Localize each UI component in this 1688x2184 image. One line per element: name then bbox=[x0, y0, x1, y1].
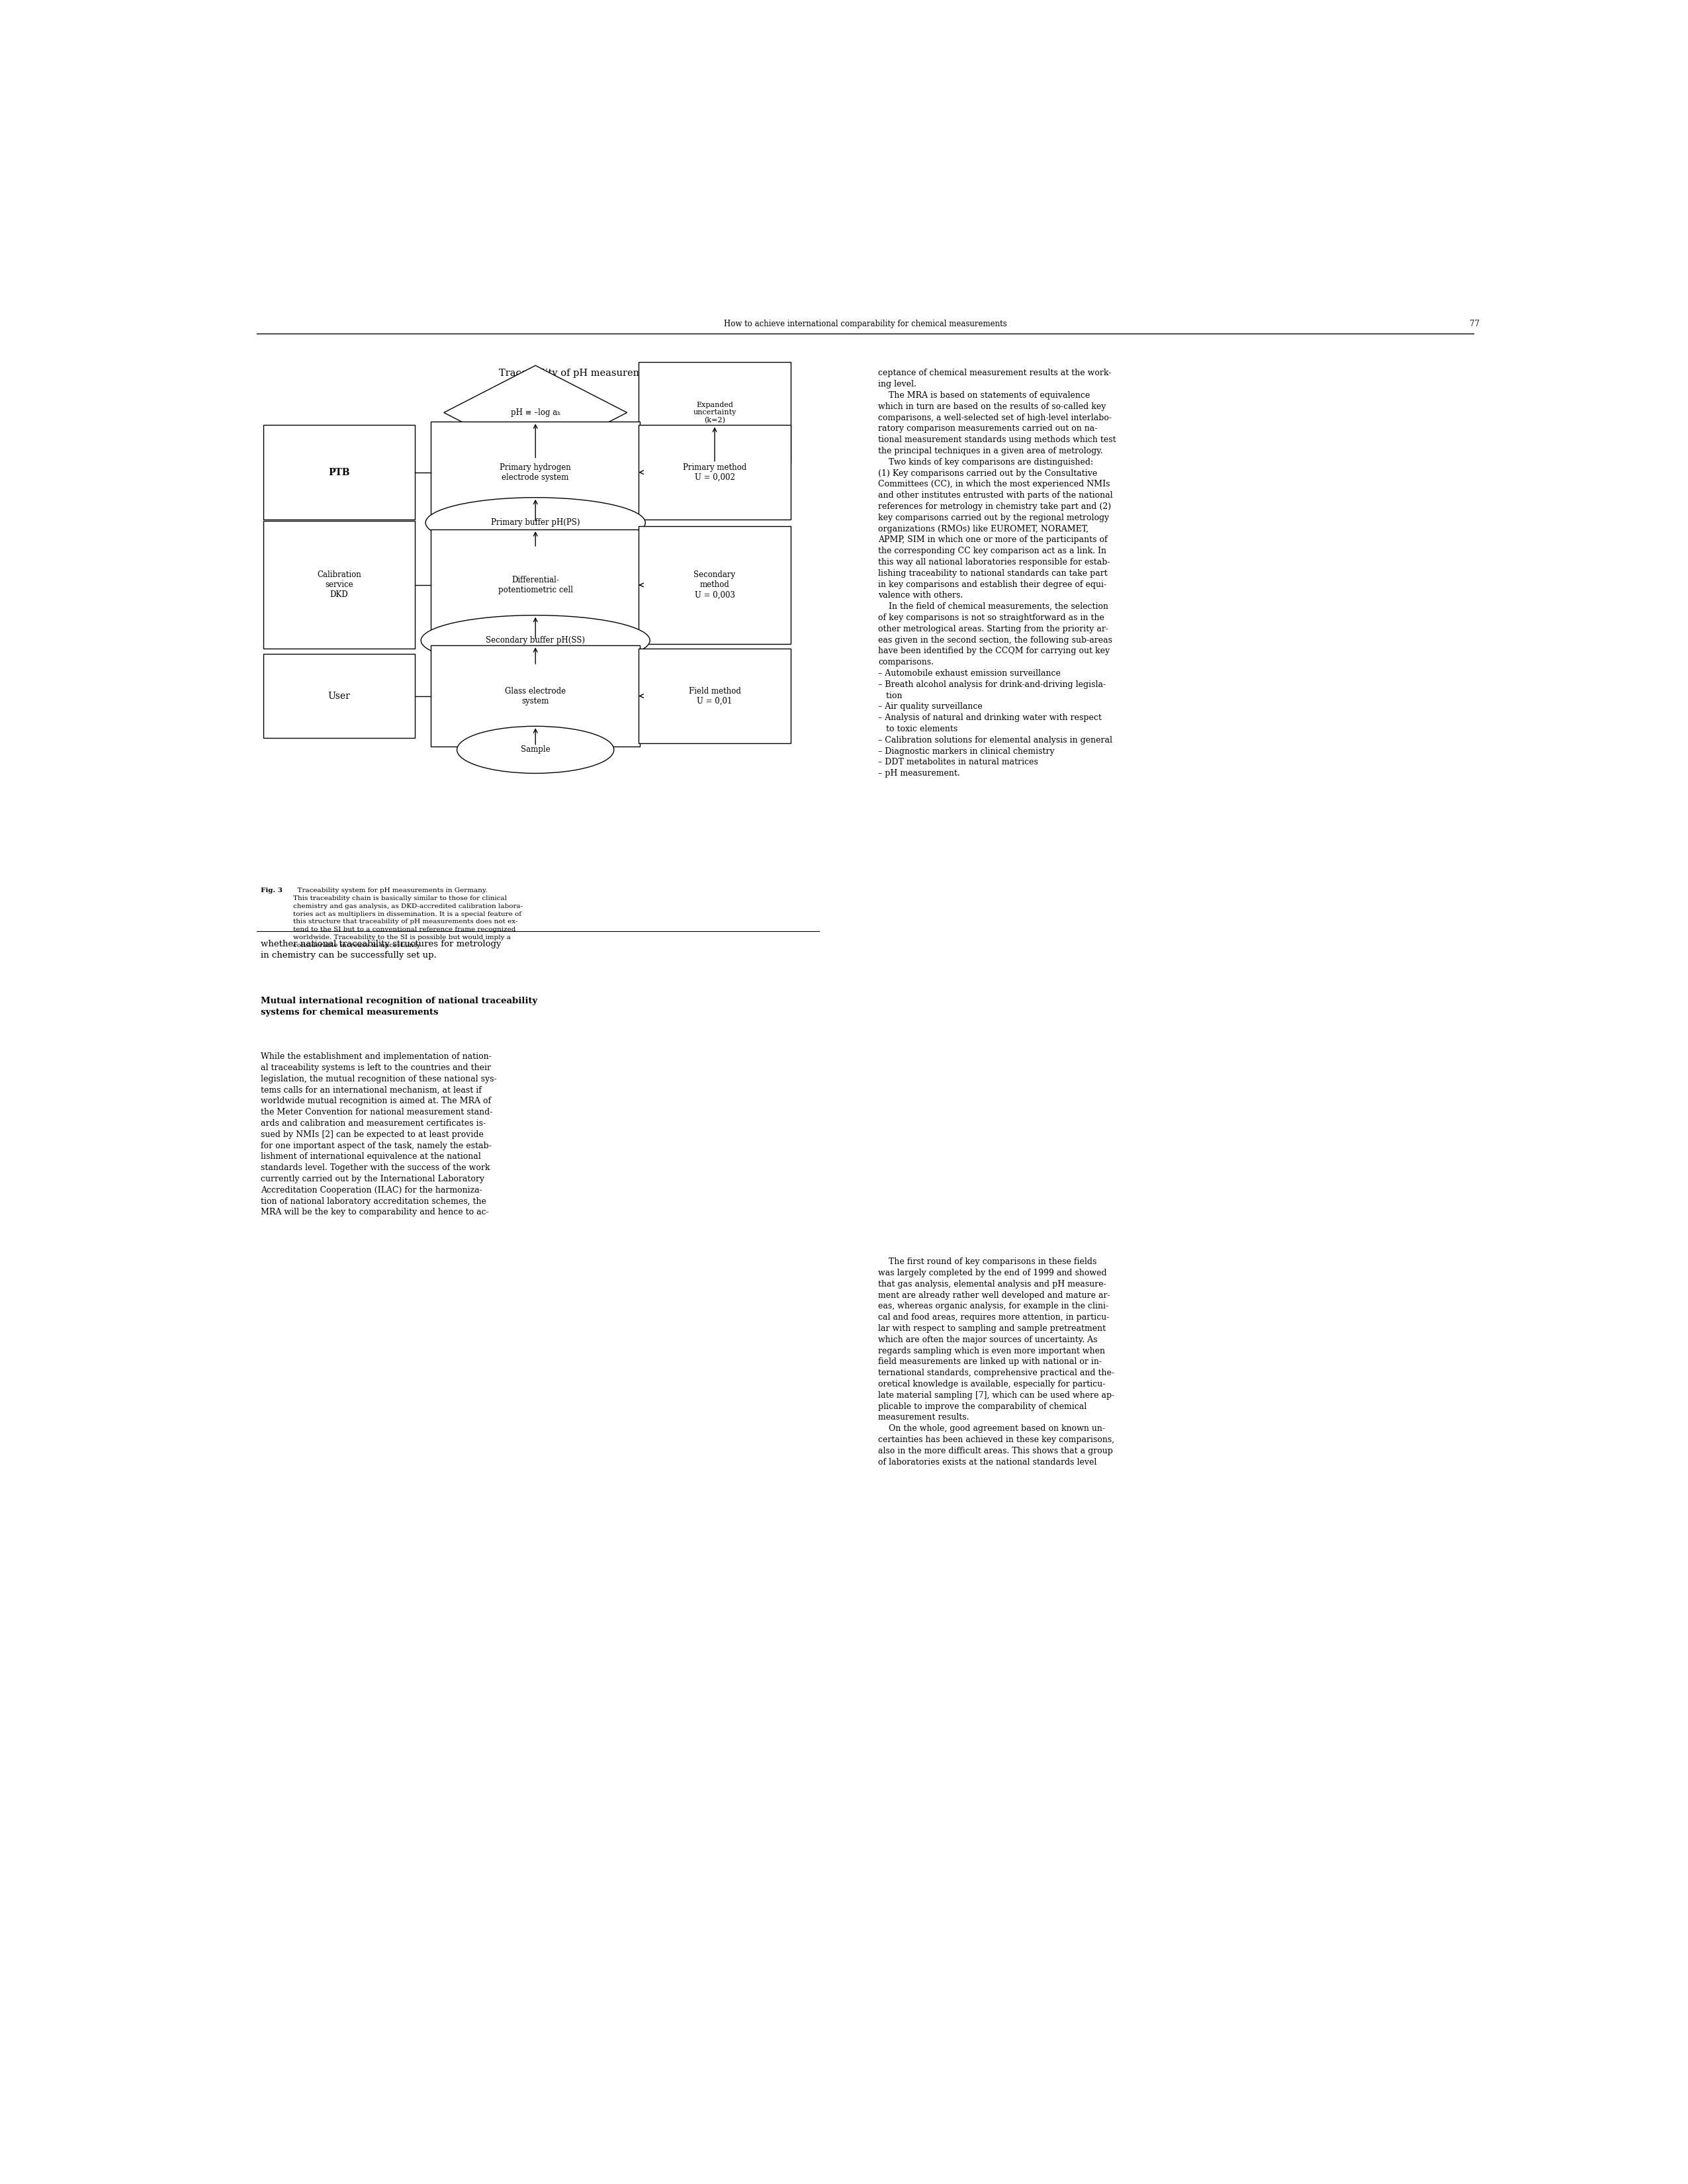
Text: pH ≡ –log aₕ: pH ≡ –log aₕ bbox=[510, 408, 560, 417]
FancyBboxPatch shape bbox=[638, 526, 790, 644]
Text: Traceability system for pH measurements in Germany.
This traceability chain is b: Traceability system for pH measurements … bbox=[294, 887, 523, 948]
Ellipse shape bbox=[457, 727, 614, 773]
Text: User: User bbox=[327, 692, 351, 701]
Ellipse shape bbox=[420, 616, 650, 666]
Polygon shape bbox=[444, 365, 626, 459]
Ellipse shape bbox=[425, 498, 645, 548]
Text: Traceability of pH measurement: Traceability of pH measurement bbox=[500, 369, 658, 378]
Text: PTB: PTB bbox=[329, 467, 349, 476]
Text: ceptance of chemical measurement results at the work-
ing level.
    The MRA is : ceptance of chemical measurement results… bbox=[878, 369, 1116, 778]
Text: Primary method
U = 0,002: Primary method U = 0,002 bbox=[684, 463, 746, 480]
Text: whether national traceability structures for metrology
in chemistry can be succe: whether national traceability structures… bbox=[260, 939, 501, 959]
FancyBboxPatch shape bbox=[430, 529, 640, 640]
Text: Primary hydrogen
electrode system: Primary hydrogen electrode system bbox=[500, 463, 571, 480]
Text: While the establishment and implementation of nation-
al traceability systems is: While the establishment and implementati… bbox=[260, 1053, 496, 1216]
FancyBboxPatch shape bbox=[430, 422, 640, 522]
FancyBboxPatch shape bbox=[263, 426, 415, 520]
Text: Secondary buffer pH(SS): Secondary buffer pH(SS) bbox=[486, 636, 586, 644]
Text: Sample: Sample bbox=[520, 745, 550, 753]
Text: Mutual international recognition of national traceability
systems for chemical m: Mutual international recognition of nati… bbox=[260, 996, 537, 1018]
FancyBboxPatch shape bbox=[430, 646, 640, 747]
Text: Expanded
uncertainty
(k=2): Expanded uncertainty (k=2) bbox=[694, 402, 736, 424]
Text: 77: 77 bbox=[1470, 319, 1479, 328]
Text: Primary buffer pH(PS): Primary buffer pH(PS) bbox=[491, 518, 581, 526]
Text: Field method
U = 0,01: Field method U = 0,01 bbox=[689, 686, 741, 705]
Text: The first round of key comparisons in these fields
was largely completed by the : The first round of key comparisons in th… bbox=[878, 1258, 1114, 1465]
FancyBboxPatch shape bbox=[263, 522, 415, 649]
Text: Fig. 3: Fig. 3 bbox=[260, 887, 282, 893]
FancyBboxPatch shape bbox=[638, 649, 790, 743]
Text: Calibration
service
DKD: Calibration service DKD bbox=[317, 570, 361, 598]
Text: Differential-
potentiometric cell: Differential- potentiometric cell bbox=[498, 577, 572, 594]
Text: How to achieve international comparability for chemical measurements: How to achieve international comparabili… bbox=[724, 319, 1006, 328]
FancyBboxPatch shape bbox=[638, 363, 790, 463]
FancyBboxPatch shape bbox=[638, 426, 790, 520]
FancyBboxPatch shape bbox=[263, 653, 415, 738]
Text: Secondary
method
U = 0,003: Secondary method U = 0,003 bbox=[694, 570, 736, 598]
Text: Glass electrode
system: Glass electrode system bbox=[505, 686, 565, 705]
